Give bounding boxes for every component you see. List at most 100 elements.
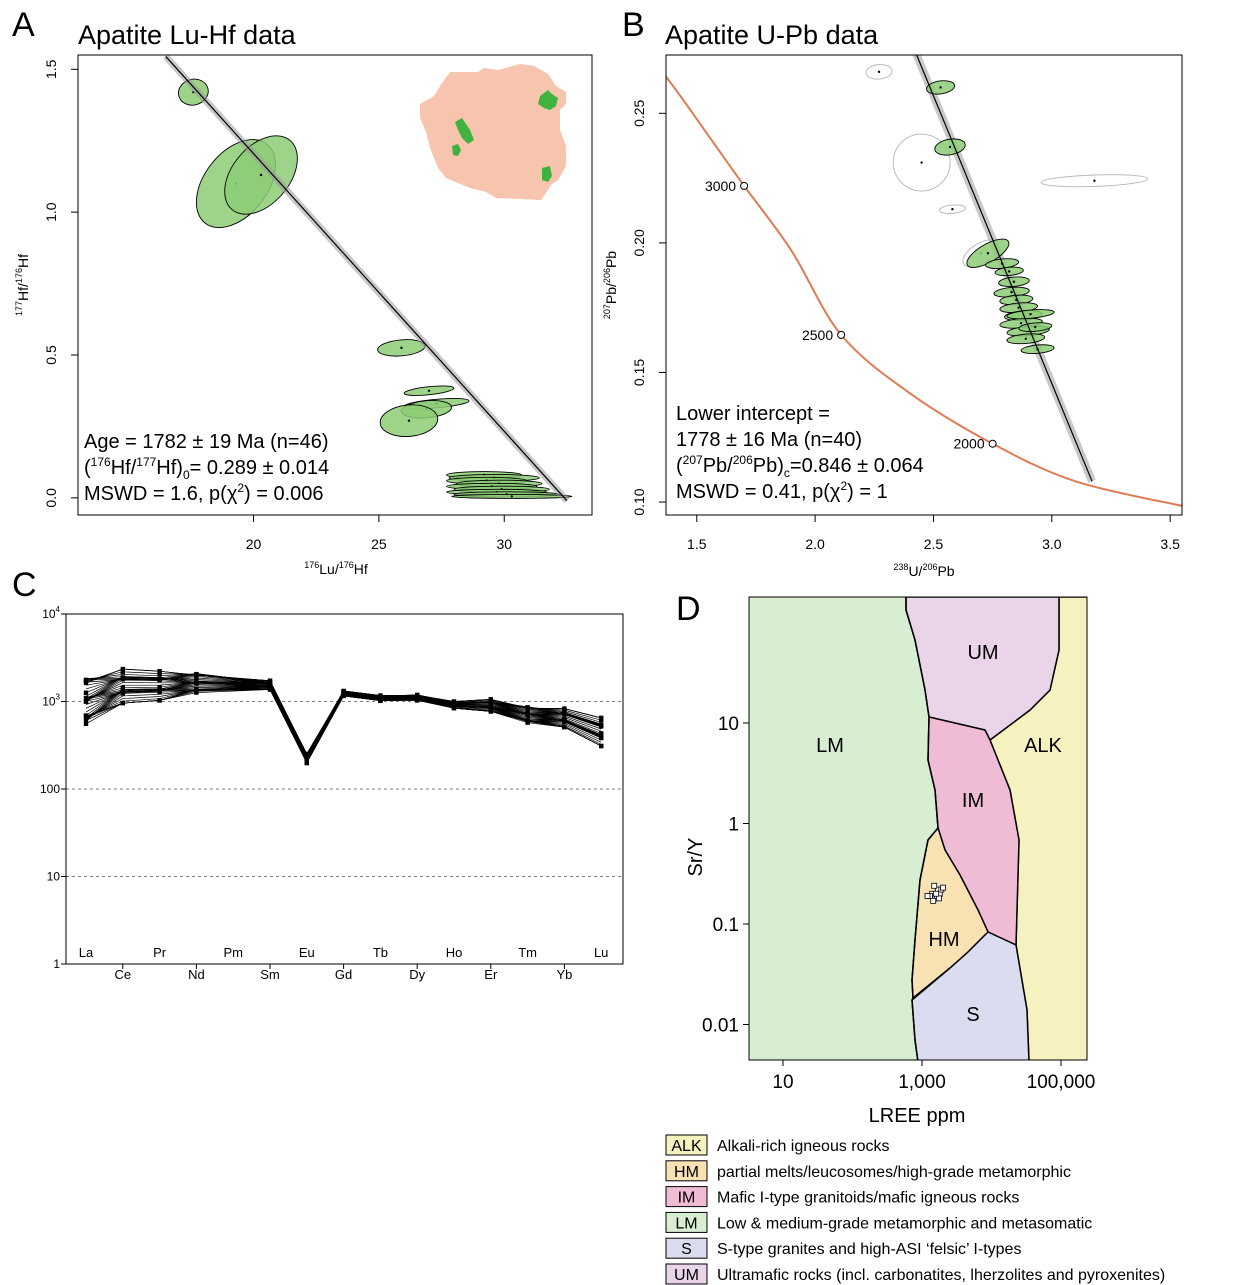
panel-c-xtick-label: Ce (114, 967, 131, 982)
panel-a-ytick-label: 1.5 (43, 59, 59, 79)
legend-swatch (665, 1211, 708, 1233)
ree-pattern-line (85, 688, 602, 763)
u-pb-point (1024, 337, 1027, 340)
u-pb-point (939, 86, 942, 89)
panel-a-letter: A (12, 6, 35, 44)
inset-map (420, 64, 566, 200)
u-pb-point (1017, 306, 1020, 309)
ree-point (525, 709, 530, 715)
panel-b-mswd: MSWD = 0.41, p(χ2) = 1 (676, 479, 888, 503)
panel-d-xtick-label: 1,000 (898, 1072, 946, 1093)
ree-point (562, 716, 567, 721)
ree-point (488, 709, 493, 714)
panel-c-xtick-label: Pm (223, 945, 243, 960)
ree-point (488, 697, 493, 702)
panel-d-plot (749, 597, 1087, 1060)
panel-a-mswd: MSWD = 1.6, p(χ2) = 0.006 (84, 481, 324, 505)
panel-a-xlabel: 176Lu/176Hf (304, 560, 368, 577)
panel-a-ytick-label: 0.0 (43, 488, 59, 508)
panel-a-xtick-label: 25 (371, 536, 387, 552)
panel-c-xtick-label: Lu (594, 945, 608, 960)
ree-point (83, 699, 89, 704)
ree-point (83, 721, 89, 727)
u-pb-excluded-point (951, 207, 954, 211)
panel-d-ytick-label: 10 (718, 714, 739, 735)
ree-point (120, 669, 125, 675)
ree-point (157, 677, 162, 683)
panel-d-ytick-label: 0.1 (713, 915, 739, 936)
ree-point (599, 735, 604, 740)
panel-c-gridlines (66, 701, 623, 877)
panel-c-xtick-label: Sm (260, 967, 280, 982)
legend-code: ALK (671, 1138, 702, 1155)
legend-swatch (665, 1186, 708, 1208)
panel-b-discordia (916, 55, 1093, 482)
legend-code: S (681, 1241, 692, 1258)
panel-b-concordia-marks: 3000 2500 2000 (705, 178, 997, 452)
ree-pattern-line (85, 668, 602, 756)
panel-b-xlabel: 238U/206Pb (893, 562, 954, 579)
ree-point (599, 715, 604, 721)
sr-y-point (933, 890, 940, 897)
ree-point (267, 678, 273, 683)
legend-text: S-type granites and high-ASI ‘felsic’ I-… (717, 1241, 1021, 1258)
ree-point (120, 685, 125, 690)
u-pb-point (1034, 325, 1037, 329)
panel-c-xtick-label: Tb (373, 945, 388, 960)
panel-c-xtick-label: Eu (299, 945, 315, 960)
ree-point (194, 677, 199, 682)
sr-y-point (930, 897, 937, 904)
lu-hf-point (259, 173, 263, 177)
u-pb-excluded-point (920, 161, 923, 164)
ree-point (83, 695, 89, 701)
ree-pattern-line (85, 689, 602, 764)
panel-d-xtick-label: 100,000 (1027, 1072, 1096, 1093)
ree-pattern-line (85, 689, 602, 764)
ree-point (341, 688, 346, 694)
panel-d-points (924, 882, 946, 904)
legend-code: IM (678, 1190, 696, 1207)
ree-point (599, 731, 604, 736)
lu-hf-point (510, 495, 513, 498)
legend-text: Low & medium-grade metamorphic and metas… (717, 1215, 1092, 1232)
panel-c-xtick-label: Nd (188, 967, 205, 982)
panel-a-initial-ratio: (176Hf/177Hf)0= 0.289 ± 0.014 (84, 455, 329, 482)
legend-code: HM (674, 1164, 699, 1181)
panel-b-xtick-label: 2.0 (805, 536, 825, 552)
ree-point (83, 713, 89, 718)
u-pb-point (1008, 270, 1011, 273)
panel-d-frame (748, 596, 1088, 1061)
panel-b-intercept-age: 1778 ± 16 Ma (n=40) (676, 429, 862, 451)
panel-c-ytick-label: 104 (42, 605, 60, 621)
panel-d-ytick-label: 1 (728, 815, 739, 836)
concordia-age-label: 3000 (705, 178, 736, 194)
sr-y-point (931, 882, 938, 889)
panel-b-ylabel: 207Pb/206Pb (602, 251, 619, 319)
field-um-label: UM (967, 642, 998, 664)
ree-point (120, 666, 125, 672)
panel-a-age: Age = 1782 ± 19 Ma (n=46) (84, 431, 328, 453)
field-lm-boundary (905, 597, 939, 1060)
panel-b-axes: 1.5 2.0 2.5 3.0 3.5 0.10 0.15 0.20 0.25 (631, 99, 1180, 552)
ree-point (488, 703, 493, 709)
ree-pattern-line (85, 689, 602, 763)
panel-b-ytick-label: 0.25 (631, 99, 647, 126)
ree-point (157, 698, 162, 703)
panel-a-ytick-label: 0.5 (43, 345, 59, 365)
panel-b: B Apatite U-Pb data 3000 2500 2000 1.5 2.0 2… (602, 6, 1183, 579)
panel-d-legend: ALK Alkali-rich igneous rocks HM partial me… (665, 1134, 1165, 1285)
ree-point (120, 700, 125, 706)
panel-d-letter: D (676, 590, 701, 628)
panel-d: D LM UM ALK IM HM S 10 1,000 100,000 0.01 0.… (676, 590, 1095, 1127)
ree-point (120, 677, 125, 682)
panel-b-plot: 3000 2500 2000 (666, 55, 1182, 507)
u-pb-excluded-point (877, 70, 881, 74)
panel-a-xtick-label: 20 (246, 536, 262, 552)
panel-b-common-pb: (207Pb/206Pb)c=0.846 ± 0.064 (676, 453, 924, 480)
u-pb-point (1012, 280, 1016, 283)
panel-c-xtick-label: Yb (556, 967, 572, 982)
ree-point (525, 706, 530, 711)
ree-point (488, 700, 493, 706)
panel-a-isochron (165, 56, 568, 502)
